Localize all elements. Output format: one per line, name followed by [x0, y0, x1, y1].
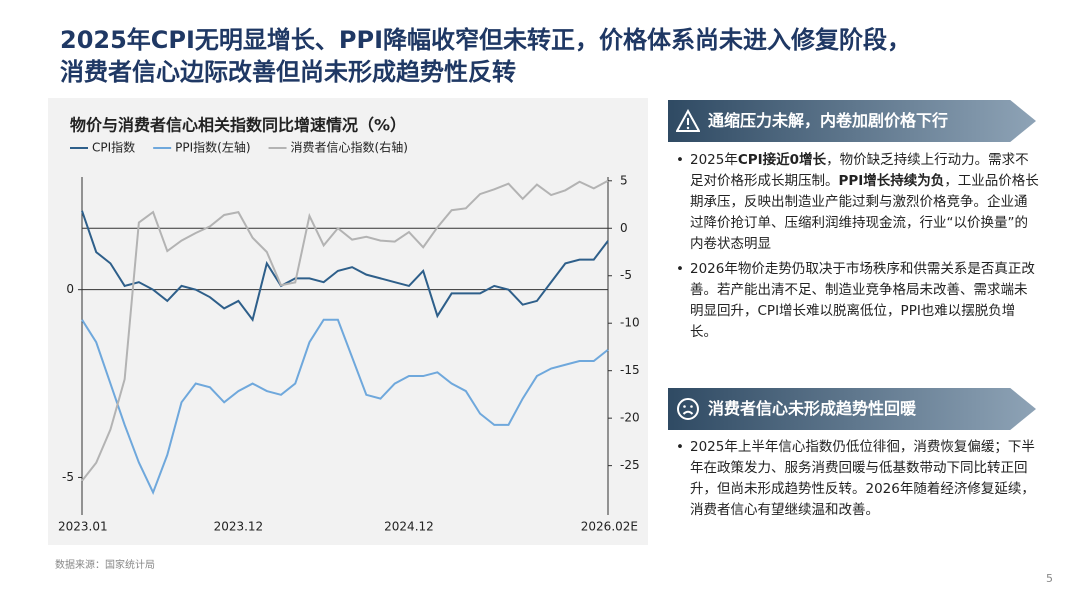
y2-tick-label: -15: [620, 363, 640, 377]
sad-icon: [677, 398, 699, 420]
page-number: 5: [1046, 572, 1053, 585]
bullet-list: 2025年CPI接近0增长，物价缺乏持续上行动力。需求不足对价格形成长期压制。P…: [672, 150, 1040, 347]
bullet: 2026年物价走势仍取决于市场秩序和供需关系是否真正改善。若产能出清不足、制造业…: [672, 259, 1040, 343]
y-tick-label: 0: [66, 282, 74, 296]
legend-label: PPI指数(左轴): [175, 140, 250, 155]
bullet-text: 2026年物价走势仍取决于市场秩序和供需关系是否真正改善。若产能出清不足、制造业…: [690, 261, 1035, 340]
slide-title: 2025年CPI无明显增长、PPI降幅收窄但未转正，价格体系尚未进入修复阶段， …: [60, 24, 1060, 88]
x-tick-label: 2023.12: [214, 520, 264, 534]
title-line: 2025年CPI无明显增长、PPI降幅收窄但未转正，价格体系尚未进入修复阶段，: [60, 26, 912, 54]
bullet-list: 2025年上半年信心指数仍低位徘徊，消费恢复偏缓；下半年在政策发力、服务消费回暖…: [672, 437, 1040, 525]
x-tick-label: 2023.01: [58, 520, 108, 534]
chart-title: 物价与消费者信心相关指数同比增速情况（%）: [70, 116, 406, 135]
series-line: [81, 210, 609, 322]
panel-heading: 消费者信心未形成趋势性回暖: [668, 388, 1036, 430]
bullet: 2025年CPI接近0增长，物价缺乏持续上行动力。需求不足对价格形成长期压制。P…: [672, 150, 1040, 255]
source-note: 数据来源：国家统计局: [55, 560, 155, 571]
title-line: 消费者信心边际改善但尚未形成趋势性反转: [60, 58, 516, 86]
y2-tick-label: -5: [620, 268, 632, 282]
y2-tick-label: -20: [620, 411, 640, 425]
heading-text: 通缩压力未解，内卷加剧价格下行: [708, 111, 949, 130]
y2-tick-label: 0: [620, 221, 628, 235]
bullet: 2025年上半年信心指数仍低位徘徊，消费恢复偏缓；下半年在政策发力、服务消费回暖…: [672, 437, 1040, 521]
legend-label: CPI指数: [92, 140, 135, 155]
bullet-text: 2025年上半年信心指数仍低位徘徊，消费恢复偏缓；下半年在政策发力、服务消费回暖…: [690, 439, 1035, 518]
y-tick-label: -5: [62, 470, 74, 484]
bullet-text: PPI增长持续为负: [838, 173, 945, 189]
heading-text: 消费者信心未形成趋势性回暖: [708, 399, 917, 418]
y2-tick-label: 5: [620, 173, 628, 187]
panel-heading: 通缩压力未解，内卷加剧价格下行: [668, 100, 1036, 142]
bullet-text: ，工业品价格长期承压，反映出制造业产能过剩与激烈价格竞争。企业通过降价抢订单、压…: [690, 173, 1039, 252]
series-line: [81, 318, 609, 496]
chart-box: 物价与消费者信心相关指数同比增速情况（%） CPI指数 PPI指数(左轴) 消费者信…: [48, 98, 648, 545]
y2-tick-label: -10: [620, 316, 640, 330]
warning-icon: [676, 109, 700, 132]
bullet-text: ，物价缺乏持续上行动力。需求不足对价格形成长期压制。: [690, 152, 1029, 189]
y2-tick-label: -25: [620, 458, 640, 472]
chart: 物价与消费者信心相关指数同比增速情况（%） CPI指数 PPI指数(左轴) 消费者信…: [58, 116, 640, 534]
x-tick-label: 2024.12: [384, 520, 434, 534]
bullet-text: CPI接近0增长: [737, 152, 827, 168]
series-line: [81, 179, 609, 482]
legend-label: 消费者信心指数(右轴): [291, 140, 408, 155]
x-tick-label: 2026.02E: [581, 520, 638, 534]
bullet-text: 2025年: [690, 152, 738, 168]
